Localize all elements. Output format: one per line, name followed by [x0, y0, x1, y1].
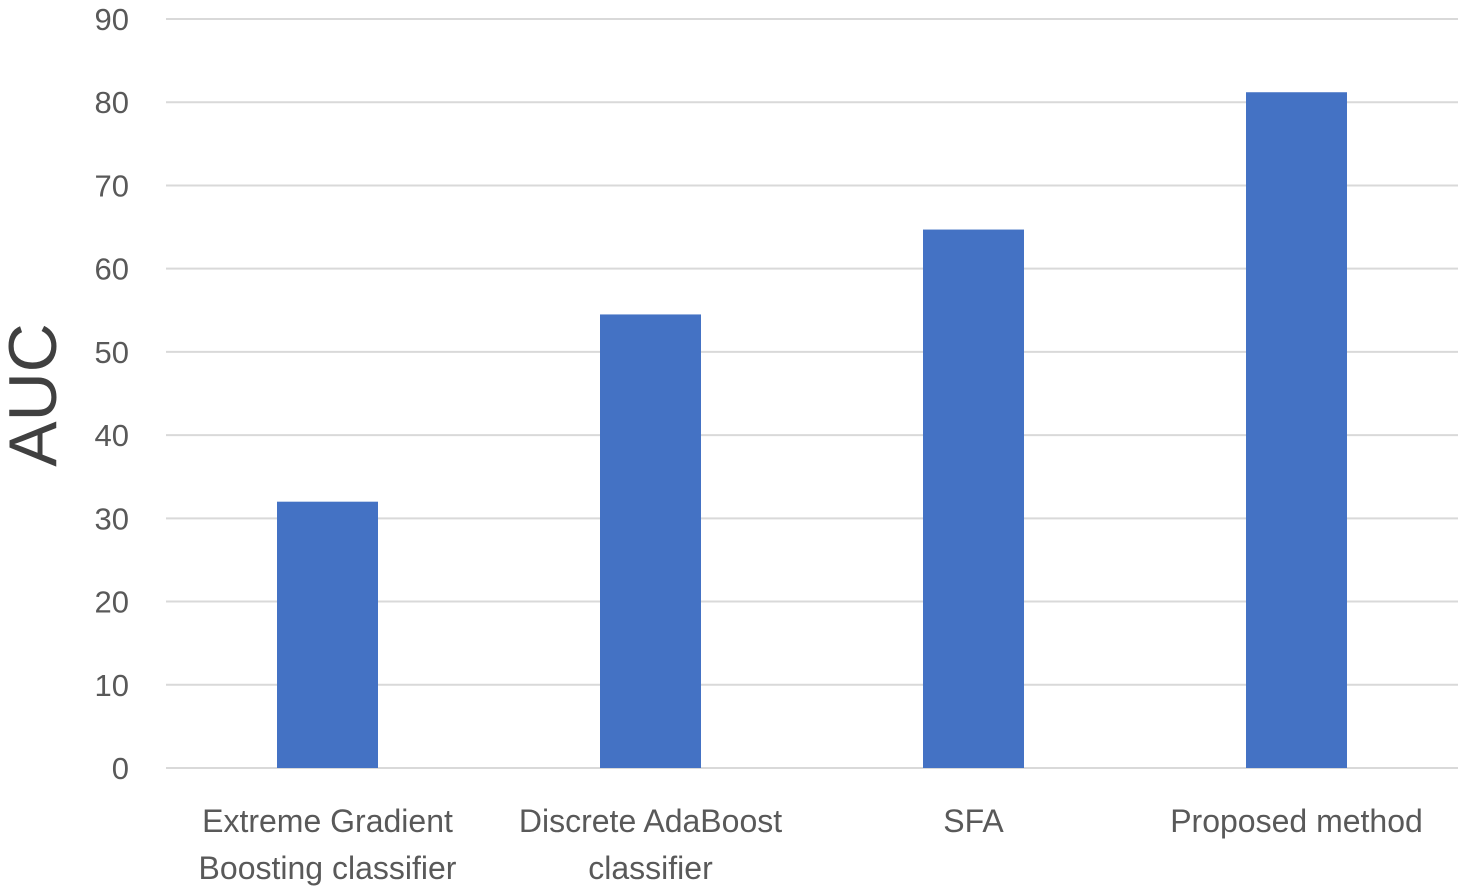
- y-tick-label: 70: [95, 168, 129, 203]
- y-tick-label: 10: [95, 668, 129, 703]
- x-category-label: Extreme Gradient: [202, 803, 453, 839]
- x-category-label: Discrete AdaBoost: [519, 803, 782, 839]
- bar: [1246, 92, 1347, 769]
- y-tick-label: 50: [95, 335, 129, 370]
- bars: [277, 92, 1347, 769]
- y-tick-label: 40: [95, 418, 129, 453]
- y-tick-label: 60: [95, 252, 129, 287]
- y-axis-title: AUC: [0, 323, 71, 467]
- x-category-label: classifier: [588, 850, 713, 886]
- y-tick-label: 20: [95, 585, 129, 620]
- x-category-label: SFA: [943, 803, 1004, 839]
- bar: [277, 501, 378, 768]
- x-axis-category-labels: Extreme Gradient Boosting classifier Discr…: [199, 803, 1423, 886]
- y-tick-label: 0: [112, 751, 129, 786]
- y-tick-label: 90: [95, 2, 129, 37]
- y-tick-label: 30: [95, 501, 129, 536]
- x-category-label: Proposed method: [1170, 803, 1423, 839]
- y-tick-label: 80: [95, 85, 129, 120]
- bar: [600, 314, 701, 768]
- y-axis-ticks: 0 10 20 30 40 50 60 70 80 90: [95, 2, 129, 786]
- bar: [923, 229, 1024, 768]
- gridlines: [166, 18, 1458, 769]
- x-category-label: Boosting classifier: [199, 850, 457, 886]
